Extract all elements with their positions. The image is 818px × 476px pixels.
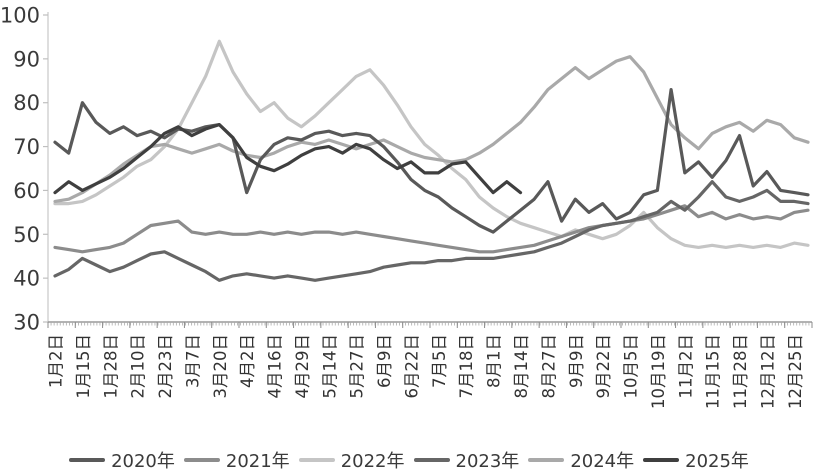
legend-label: 2025年: [685, 451, 749, 472]
legend-item-2024: 2024年: [528, 447, 634, 473]
x-axis-label: 1月28日: [101, 334, 120, 399]
x-axis-label: 7月5日: [430, 334, 449, 388]
x-axis-label: 1月2日: [47, 334, 66, 388]
x-axis-label: 8月27日: [539, 334, 558, 399]
legend-label: 2020年: [111, 451, 175, 472]
y-axis-label: 30: [13, 311, 40, 335]
series-line-2024: [53, 55, 810, 203]
series-line-2022: [53, 39, 810, 249]
y-axis-label: 80: [13, 91, 40, 115]
legend-line-swatch: [69, 457, 106, 463]
x-axis-label: 12月25日: [786, 334, 805, 409]
legend-line-swatch: [298, 457, 335, 463]
legend-label: 2024年: [570, 451, 635, 472]
y-axis-label: 60: [13, 179, 40, 203]
legend-line-swatch: [183, 457, 220, 463]
series-line-2025: [53, 122, 523, 195]
x-axis-label: 10月19日: [649, 334, 668, 409]
x-axis-label: 2月23日: [156, 334, 175, 399]
y-axis-label: 40: [13, 267, 40, 291]
x-axis-label: 12月12日: [758, 334, 777, 409]
x-axis-label: 1月15日: [74, 334, 93, 399]
x-axis-label: 10月5日: [622, 334, 641, 399]
x-axis-label: 6月22日: [402, 334, 421, 399]
legend-item-2025: 2025年: [643, 447, 749, 473]
legend-label: 2023年: [455, 451, 520, 472]
y-axis-label: 100: [0, 4, 40, 28]
x-axis-label: 3月20日: [211, 334, 230, 399]
legend-label: 2022年: [340, 451, 405, 472]
legend-item-2022: 2022年: [298, 447, 405, 473]
chart-legend: 2020年 2021年 2022年 2023年 2024年 2025年: [0, 447, 818, 473]
y-axis-label: 70: [13, 135, 40, 159]
legend-item-2020: 2020年: [69, 447, 175, 473]
legend-line-swatch: [528, 457, 565, 463]
x-axis-label: 7月18日: [457, 334, 476, 399]
x-axis-label: 4月2日: [238, 334, 257, 388]
series-line-2021: [53, 204, 810, 254]
x-axis-label: 9月9日: [567, 334, 586, 388]
x-axis-label: 4月29日: [293, 334, 312, 399]
series-line-2020: [53, 87, 810, 234]
x-axis-label: 2月10日: [129, 334, 148, 399]
line-chart-canvas: 100 90 80 70 60 50 40 30 1月2日 1月15日 1月28日 2月10日 2月23…: [0, 4, 813, 409]
x-axis-label: 11月2日: [676, 334, 695, 399]
y-axis-label: 90: [13, 47, 40, 71]
x-axis-label: 4月16日: [266, 334, 285, 399]
x-axis-label: 11月15日: [704, 334, 723, 409]
x-axis-label: 6月9日: [375, 334, 394, 388]
legend-item-2023: 2023年: [413, 447, 520, 473]
y-axis-label: 50: [13, 223, 40, 247]
legend-item-2021: 2021年: [183, 447, 290, 473]
x-axis-label: 9月22日: [594, 334, 613, 399]
x-axis-label: 8月14日: [512, 334, 531, 399]
x-axis-label: 11月28日: [731, 334, 750, 409]
legend-line-swatch: [413, 457, 450, 463]
series-line-2023: [53, 180, 810, 282]
x-axis-label: 3月7日: [183, 334, 202, 388]
x-axis-label: 5月14日: [320, 334, 339, 399]
legend-line-swatch: [643, 457, 680, 463]
x-axis-label: 8月1日: [485, 334, 504, 388]
legend-label: 2021年: [225, 451, 290, 472]
x-axis-label: 5月27日: [348, 334, 367, 399]
